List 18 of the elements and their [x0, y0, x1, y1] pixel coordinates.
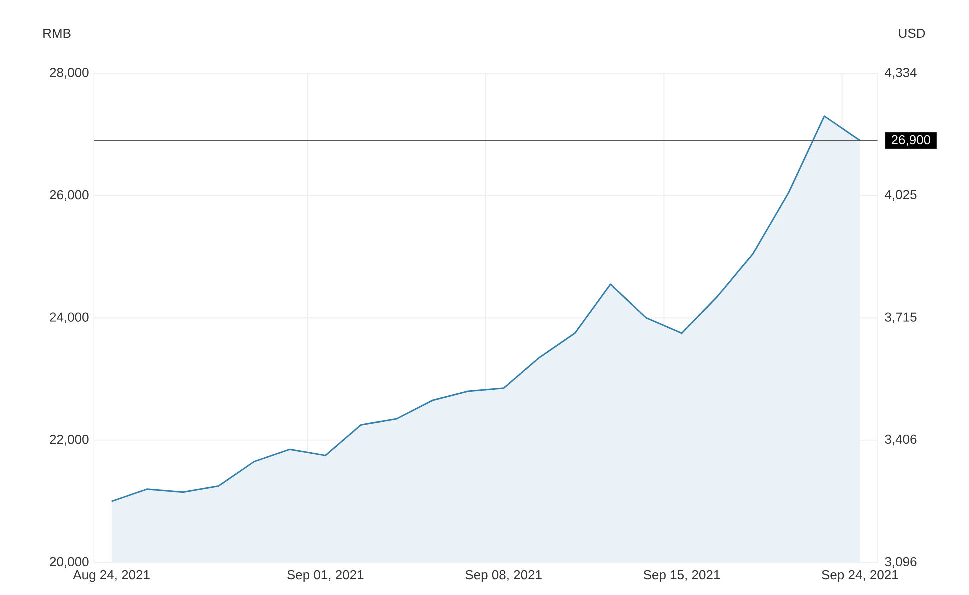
y2-tick-label: 3,406 [885, 434, 917, 446]
y2-tick-label: 4,025 [885, 190, 917, 201]
x-tick-label: Sep 08, 2021 [466, 570, 542, 582]
y-tick-label: 20,000 [50, 557, 89, 568]
y-tick-label: 24,000 [50, 312, 89, 324]
y-tick-label: 26,000 [50, 190, 89, 202]
x-tick-label: Sep 24, 2021 [822, 570, 898, 582]
y2-tick-label: 3,715 [885, 312, 917, 324]
y-axis-title: RMB [44, 29, 71, 38]
x-tick-label: Sep 15, 2021 [644, 570, 720, 582]
y-tick-label: 28,000 [50, 68, 89, 79]
ref-line-label: 26,900 [892, 135, 931, 146]
y2-tick-label: 3,096 [885, 557, 917, 568]
y2-axis-title: USD [899, 28, 926, 38]
y-tick-label: 22,000 [50, 435, 89, 446]
x-tick-label: Aug 24, 2021 [73, 570, 150, 582]
x-tick-label: Sep 01, 2021 [288, 570, 364, 582]
y2-tick-label: 4,334 [885, 68, 917, 79]
